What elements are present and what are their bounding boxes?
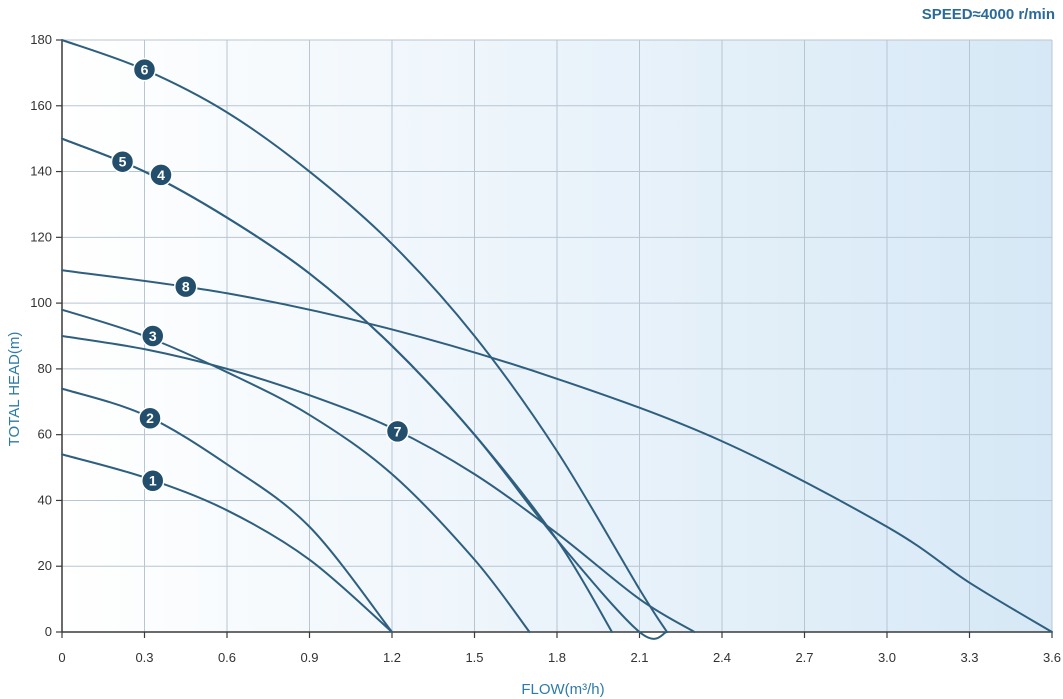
speed-label: SPEED≈4000 r/min: [922, 6, 1055, 23]
x-tick-label: 1.2: [383, 650, 401, 665]
badge-circle: [385, 419, 410, 444]
tick-labels: 0 0.3 0.6 0.9 1.2 1.5 1.8 2.1 2.4 2.7 3.0 3.3 3.6180…: [30, 32, 1061, 665]
badge-number: 3: [149, 328, 157, 344]
badge-number: 6: [141, 62, 149, 78]
curve-8: [61, 269, 1053, 633]
curve-badge-7: 7: [385, 419, 410, 444]
y-tick-label: 20: [38, 558, 52, 573]
curve-badge-2: 2: [138, 406, 162, 430]
curve-badge-8: 8: [174, 274, 198, 299]
y-tick-label: 120: [30, 229, 52, 244]
x-tick-label: 0.6: [218, 650, 236, 665]
y-tick-label: 80: [38, 361, 52, 376]
y-tick-label: 160: [30, 98, 52, 113]
badge-number: 8: [182, 279, 190, 295]
badge-number: 2: [146, 410, 154, 426]
curve-badge-1: 1: [141, 468, 165, 493]
badge-circle: [141, 468, 165, 493]
badge-number: 7: [394, 423, 402, 439]
badge-circle: [141, 324, 165, 348]
x-tick-label: 1.8: [548, 650, 566, 665]
grid: [61, 39, 1053, 633]
y-axis-title: TOTAL HEAD(m): [6, 332, 23, 447]
x-tick-label: 3.0: [878, 650, 896, 665]
curve-6: [61, 39, 668, 633]
x-tick-label: 2.1: [630, 650, 648, 665]
x-tick-label: 0: [58, 650, 65, 665]
badge-number: 4: [157, 167, 165, 183]
y-tick-label: 60: [38, 427, 52, 442]
x-tick-label: 1.5: [465, 650, 483, 665]
x-tick-label: 3.3: [960, 650, 978, 665]
curve-5: [61, 137, 668, 640]
curve-badge-4: 4: [149, 163, 173, 187]
badge-number: 1: [149, 473, 157, 489]
badge-number: 5: [119, 154, 127, 170]
curve-badge-3: 3: [141, 324, 165, 348]
curve-badge-5: 5: [110, 149, 135, 174]
badge-circle: [174, 274, 198, 299]
x-tick-label: 0.9: [300, 650, 318, 665]
y-tick-label: 180: [30, 32, 52, 47]
x-tick-label: 2.4: [713, 650, 731, 665]
x-tick-label: 3.6: [1043, 650, 1061, 665]
x-axis-title: FLOW(m³/h): [521, 681, 604, 698]
curve-badges: 1 2 3 4 5 6 7 8: [110, 57, 410, 493]
badge-circle: [110, 149, 135, 174]
badge-circle: [149, 163, 173, 187]
x-tick-label: 2.7: [795, 650, 813, 665]
y-tick-label: 100: [30, 295, 52, 310]
y-tick-label: 0: [45, 624, 52, 639]
curve-2: [61, 387, 393, 633]
y-tick-label: 40: [38, 492, 52, 507]
badge-circle: [138, 406, 162, 430]
y-tick-label: 140: [30, 164, 52, 179]
x-tick-label: 0.3: [135, 650, 153, 665]
curve-badge-6: 6: [132, 57, 157, 82]
badge-circle: [132, 57, 157, 82]
curve-1: [61, 453, 393, 633]
